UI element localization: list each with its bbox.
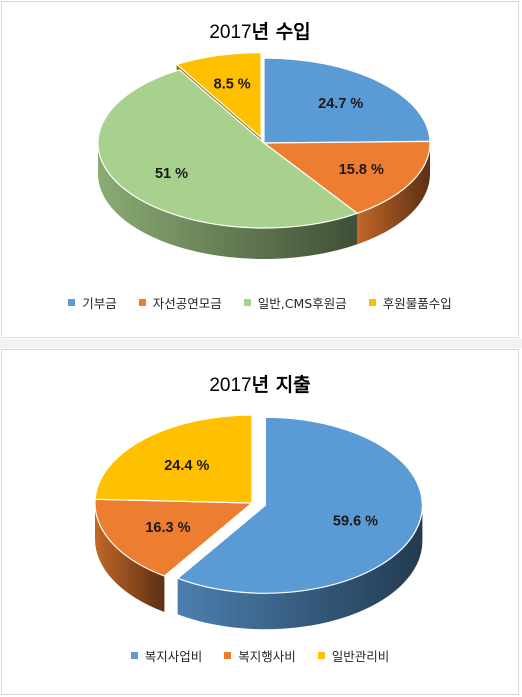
data-label-1: 15.8 % [339, 162, 384, 178]
legend-swatch [224, 652, 232, 659]
expense-chart-panel: 2017년 지출 59.6 % 16.3 % 24.4 % 복지사업비 복지행사비 일반… [1, 349, 519, 695]
pie-slice-1 [263, 140, 431, 214]
legend-swatch [368, 299, 376, 306]
legend-label: 자선공연모금 [152, 296, 222, 311]
data-label-2: 24.4 % [164, 458, 209, 474]
legend-label: 기부금 [82, 296, 117, 311]
chart-separator [0, 339, 522, 348]
chart-title: 2017년 지출 [2, 370, 518, 397]
legend-item: 복지사업비 [130, 646, 203, 665]
pie-slice-1 [94, 498, 253, 577]
pie-slice-2 [94, 414, 253, 504]
legend-item: 일반,CMS후원금 [243, 293, 347, 312]
pie-slice-0 [177, 416, 423, 594]
income-chart-panel: 2017년 수입 24.7 % 15.8 % 51 % 8.5 % 기부금 자선공연모금… [1, 1, 519, 338]
legend-item: 자선공연모금 [138, 293, 222, 312]
data-label-0: 59.6 % [333, 514, 378, 530]
income-legend: 기부금 자선공연모금 일반,CMS후원금 후원물품수입 [2, 293, 518, 312]
legend-label: 후원물품수입 [382, 296, 452, 311]
expense-pie-chart: 59.6 % 16.3 % 24.4 % [94, 414, 423, 630]
data-label-0: 24.7 % [318, 96, 363, 112]
legend-item: 일반관리비 [317, 646, 390, 665]
legend-label: 복지사업비 [144, 649, 203, 664]
pie-slice-3 [175, 51, 262, 139]
chart-title-text: 년 수입 [251, 21, 311, 43]
legend-item: 복지행사비 [224, 646, 296, 665]
legend-swatch [243, 299, 251, 306]
pie-side-1 [95, 503, 165, 613]
data-label-2: 51 % [155, 166, 188, 182]
pie-side-1 [357, 143, 430, 245]
pie-slice-2 [97, 69, 358, 229]
pie-side-2 [98, 143, 358, 259]
data-label-1: 16.3 % [145, 520, 190, 536]
legend-swatch [138, 299, 146, 306]
legend-item: 후원물품수입 [368, 293, 452, 312]
legend-label: 일반,CMS후원금 [257, 296, 347, 311]
pie-side-0 [177, 505, 423, 630]
legend-swatch [68, 299, 76, 306]
legend-item: 기부금 [68, 293, 117, 312]
legend-label: 일반관리비 [331, 649, 390, 664]
data-label-3: 8.5 % [214, 76, 251, 92]
chart-title-text: 년 지출 [251, 374, 311, 396]
chart-title: 2017년 수입 [2, 17, 518, 44]
chart-title-year: 2017 [209, 22, 252, 43]
legend-label: 복지행사비 [238, 649, 296, 664]
chart-title-year: 2017 [209, 375, 252, 396]
legend-swatch [130, 652, 138, 659]
expense-legend: 복지사업비 복지행사비 일반관리비 [2, 646, 518, 665]
legend-swatch [317, 652, 325, 659]
pie-slice-0 [263, 57, 431, 144]
income-pie-chart: 24.7 % 15.8 % 51 % 8.5 % [97, 51, 431, 259]
